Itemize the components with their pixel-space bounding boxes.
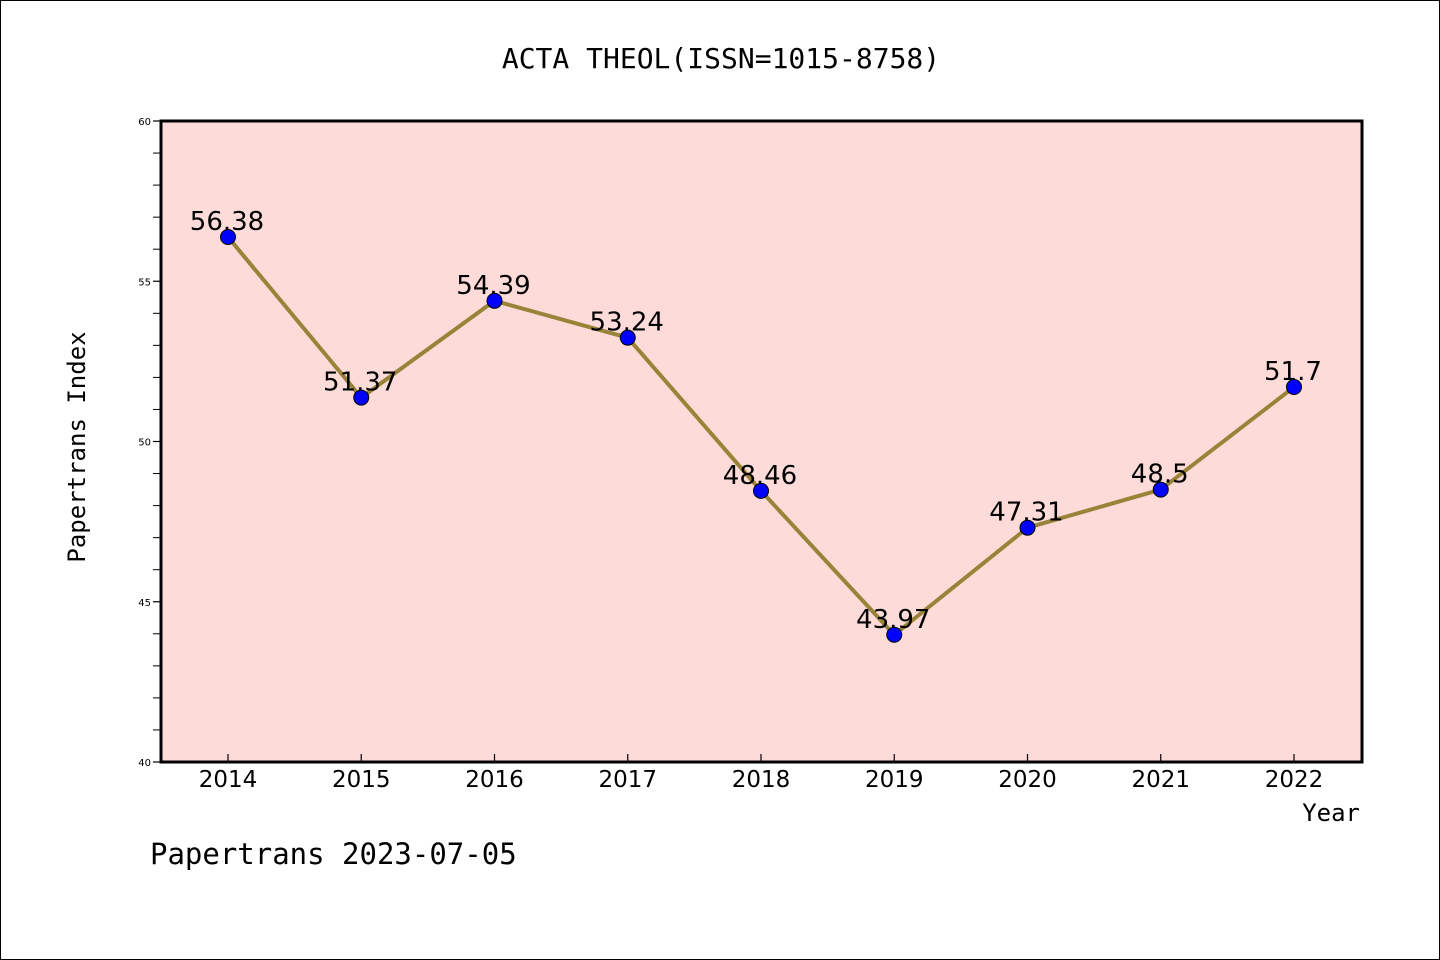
- data-point-2014: [220, 229, 236, 246]
- x-axis-ticks: 2014 2015 2016 2017 2018 2019 2020 2021 2022: [199, 754, 1324, 793]
- x-tick-label: 2014: [199, 767, 258, 793]
- data-label-2015: 51.37: [323, 368, 397, 398]
- chart-title: ACTA THEOL(ISSN=1015-8758): [502, 42, 940, 75]
- data-point-2016: [486, 292, 503, 309]
- x-tick-label: 2020: [998, 767, 1057, 793]
- x-tick-label: 2017: [598, 767, 657, 793]
- x-tick-label: 2015: [332, 767, 391, 793]
- footer-text: Papertrans 2023-07-05: [150, 837, 517, 871]
- x-tick-label: 2018: [732, 767, 791, 793]
- data-point-2022: [1286, 379, 1302, 396]
- plot-area-frame: [159, 119, 1364, 764]
- data-point-2015: [353, 389, 370, 406]
- data-point-2018: [753, 482, 769, 499]
- data-label-2022: 51.7: [1264, 357, 1322, 387]
- data-label-2018: 48.46: [723, 461, 797, 491]
- x-tick-label: 2019: [865, 767, 924, 793]
- x-tick-label: 2022: [1265, 767, 1324, 793]
- x-tick-label: 2016: [465, 767, 524, 793]
- y-tick-label: 55: [138, 277, 151, 288]
- x-tick-label: 2021: [1131, 767, 1190, 793]
- y-axis-label: Papertrans Index: [63, 331, 91, 562]
- data-label-2017: 53.24: [590, 308, 664, 338]
- data-point-2020: [1019, 519, 1036, 536]
- x-axis-label: Year: [1302, 799, 1360, 827]
- series-markers: [220, 229, 1302, 643]
- y-axis-ticks: 40 45 50 55 60: [138, 117, 161, 769]
- data-label-2014: 56.38: [190, 207, 264, 237]
- data-point-2021: [1152, 481, 1169, 498]
- data-label-2021: 48.5: [1131, 460, 1189, 490]
- data-labels: 56.38 51.37 54.39 53.24 48.46 43.97 47.31 48.5 5…: [190, 207, 1322, 635]
- data-label-2020: 47.31: [989, 498, 1063, 528]
- y-tick-label: 50: [138, 438, 151, 449]
- y-tick-label: 60: [138, 117, 151, 128]
- y-tick-label: 40: [138, 758, 151, 769]
- plot-area-background: [161, 121, 1362, 762]
- data-point-2017: [619, 329, 636, 346]
- data-label-2016: 54.39: [456, 271, 530, 301]
- data-point-2019: [886, 626, 903, 643]
- y-tick-label: 45: [138, 598, 151, 609]
- data-label-2019: 43.97: [856, 605, 930, 635]
